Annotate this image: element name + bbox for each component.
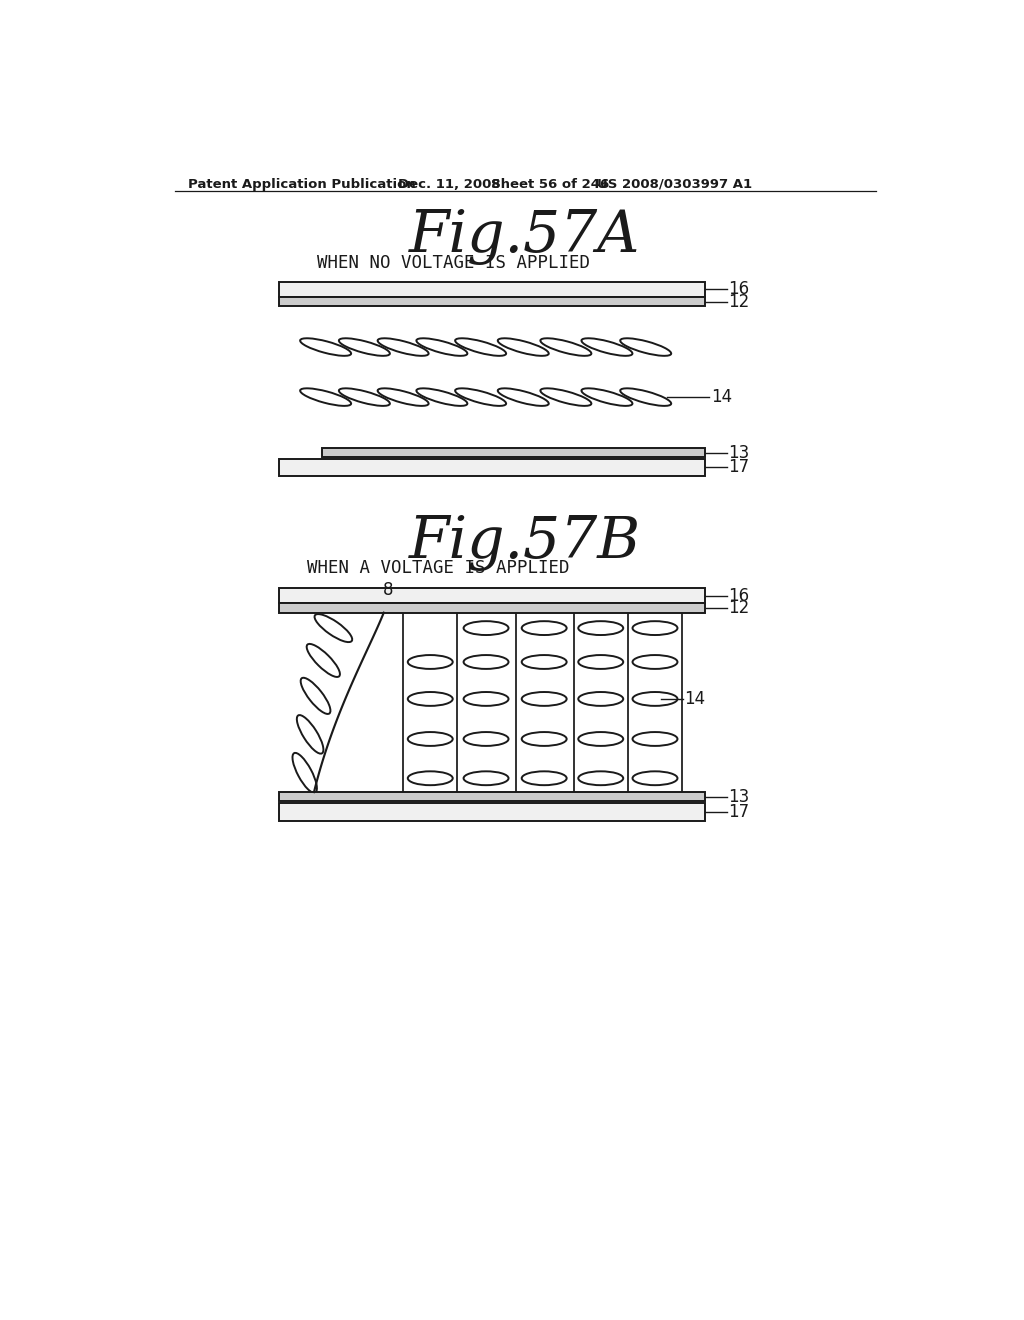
Ellipse shape xyxy=(455,338,506,356)
Ellipse shape xyxy=(541,388,592,405)
Text: 14: 14 xyxy=(711,388,732,407)
Ellipse shape xyxy=(300,338,351,356)
Ellipse shape xyxy=(582,388,633,405)
Ellipse shape xyxy=(633,733,678,746)
Text: 16: 16 xyxy=(729,280,750,298)
Bar xyxy=(280,297,706,306)
Ellipse shape xyxy=(464,692,509,706)
Ellipse shape xyxy=(408,655,453,669)
Text: Dec. 11, 2008: Dec. 11, 2008 xyxy=(397,178,501,190)
Ellipse shape xyxy=(582,338,633,356)
Text: WHEN A VOLTAGE IS APPLIED: WHEN A VOLTAGE IS APPLIED xyxy=(307,558,569,577)
Text: Sheet 56 of 246: Sheet 56 of 246 xyxy=(490,178,609,190)
Ellipse shape xyxy=(339,388,390,405)
Ellipse shape xyxy=(541,338,592,356)
Bar xyxy=(280,792,706,801)
Ellipse shape xyxy=(306,644,340,677)
Ellipse shape xyxy=(408,733,453,746)
Ellipse shape xyxy=(378,388,429,405)
Text: Patent Application Publication: Patent Application Publication xyxy=(188,178,416,190)
Ellipse shape xyxy=(417,388,467,405)
Text: 16: 16 xyxy=(729,587,750,605)
Ellipse shape xyxy=(633,622,678,635)
Ellipse shape xyxy=(300,388,351,405)
Ellipse shape xyxy=(498,388,549,405)
Ellipse shape xyxy=(408,692,453,706)
Text: US 2008/0303997 A1: US 2008/0303997 A1 xyxy=(597,178,752,190)
Ellipse shape xyxy=(633,692,678,706)
Text: 17: 17 xyxy=(729,458,750,477)
Ellipse shape xyxy=(498,338,549,356)
Ellipse shape xyxy=(408,771,453,785)
Text: Fig.57B: Fig.57B xyxy=(409,515,641,570)
Ellipse shape xyxy=(464,733,509,746)
Ellipse shape xyxy=(314,614,352,642)
Ellipse shape xyxy=(579,622,624,635)
Ellipse shape xyxy=(521,692,566,706)
Text: 17: 17 xyxy=(729,803,750,821)
Text: 12: 12 xyxy=(729,293,750,310)
Ellipse shape xyxy=(301,677,331,714)
Bar xyxy=(280,803,706,821)
Ellipse shape xyxy=(521,771,566,785)
Bar xyxy=(280,589,706,603)
Text: 13: 13 xyxy=(729,788,750,805)
Text: 13: 13 xyxy=(729,444,750,462)
Ellipse shape xyxy=(521,655,566,669)
Ellipse shape xyxy=(455,388,506,405)
Ellipse shape xyxy=(339,338,390,356)
Text: 8: 8 xyxy=(382,581,393,599)
Ellipse shape xyxy=(378,338,429,356)
Bar xyxy=(280,281,706,297)
Ellipse shape xyxy=(579,692,624,706)
Ellipse shape xyxy=(621,388,671,405)
Ellipse shape xyxy=(417,338,467,356)
Ellipse shape xyxy=(621,338,671,356)
Ellipse shape xyxy=(633,655,678,669)
Bar xyxy=(280,459,706,475)
Text: WHEN NO VOLTAGE IS APPLIED: WHEN NO VOLTAGE IS APPLIED xyxy=(317,253,590,272)
Text: 12: 12 xyxy=(729,599,750,616)
Ellipse shape xyxy=(464,655,509,669)
Ellipse shape xyxy=(293,752,316,793)
Ellipse shape xyxy=(579,771,624,785)
Ellipse shape xyxy=(464,771,509,785)
Ellipse shape xyxy=(521,733,566,746)
Text: 14: 14 xyxy=(684,690,706,708)
Ellipse shape xyxy=(579,655,624,669)
Ellipse shape xyxy=(464,622,509,635)
Ellipse shape xyxy=(297,715,324,754)
Ellipse shape xyxy=(579,733,624,746)
Ellipse shape xyxy=(521,622,566,635)
Bar xyxy=(280,603,706,612)
Bar xyxy=(322,447,706,457)
Text: Fig.57A: Fig.57A xyxy=(410,209,640,265)
Ellipse shape xyxy=(633,771,678,785)
